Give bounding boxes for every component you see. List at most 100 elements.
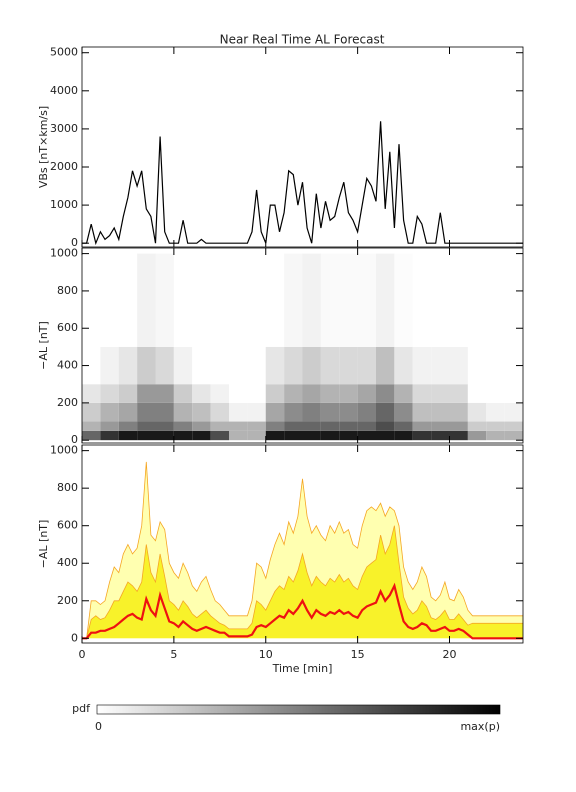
- pdf-cell: [302, 384, 321, 403]
- pdf-cell: [192, 402, 211, 422]
- pdf-cell: [412, 346, 432, 385]
- pdf-cell: [320, 346, 340, 385]
- chart-title: Near Real Time AL Forecast: [220, 33, 385, 47]
- pdf-cell: [265, 430, 285, 441]
- pdf-cell: [82, 346, 101, 385]
- x-tick-label: 15: [351, 648, 365, 661]
- pdf-cell: [155, 402, 174, 422]
- pdf-cell: [431, 421, 450, 431]
- pdf-cell: [100, 430, 119, 441]
- pdf-cell: [449, 384, 468, 403]
- pdf-cell: [118, 384, 138, 403]
- pdf-cell: [357, 384, 376, 403]
- pdf-cell: [357, 253, 376, 347]
- pdf-cell: [192, 430, 211, 441]
- pdf-cell: [284, 384, 303, 403]
- quantile-band: [82, 525, 523, 639]
- y-tick-label: 400: [57, 359, 78, 372]
- y-tick-label: 0: [71, 631, 78, 644]
- pdf-cell: [431, 384, 450, 403]
- pdf-cell: [339, 346, 358, 385]
- pdf-cell: [431, 346, 450, 385]
- pdf-cell: [82, 421, 101, 431]
- pdf-cell: [265, 402, 285, 422]
- pdf-cell: [376, 253, 395, 347]
- pdf-cell: [173, 430, 193, 441]
- pdf-cell: [504, 253, 523, 347]
- pdf-cell: [320, 253, 340, 347]
- y-tick-label: 5000: [50, 46, 78, 59]
- pdf-cell: [155, 346, 174, 385]
- pdf-cell: [376, 346, 395, 385]
- y-tick-label: 2000: [50, 160, 78, 173]
- pdf-cell: [210, 346, 229, 385]
- y-tick-label: 0: [71, 433, 78, 446]
- pdf-cell: [467, 421, 487, 431]
- pdf-cell: [100, 421, 119, 431]
- pdf-cell: [265, 384, 285, 403]
- pdf-cell: [155, 421, 174, 431]
- y-tick-label: 600: [57, 321, 78, 334]
- pdf-cell: [486, 384, 505, 403]
- pdf-cell: [302, 430, 321, 441]
- pdf-cell: [394, 253, 413, 347]
- pdf-cell: [265, 421, 285, 431]
- pdf-cell: [192, 384, 211, 403]
- pdf-cell: [320, 384, 340, 403]
- pdf-cell: [229, 346, 248, 385]
- pdf-cell: [431, 253, 450, 347]
- pdf-cell: [100, 346, 119, 385]
- pdf-cell: [173, 421, 193, 431]
- colorbar: [96, 704, 501, 715]
- pdf-cell: [229, 253, 248, 347]
- pdf-cell: [431, 430, 450, 441]
- pdf-cell: [449, 402, 468, 422]
- pdf-cell: [412, 421, 432, 431]
- pdf-cell: [247, 253, 266, 347]
- pdf-cell: [82, 253, 101, 347]
- pdf-cell: [82, 402, 101, 422]
- quantile-edge: [82, 461, 523, 639]
- pdf-cell: [357, 402, 376, 422]
- pdf-cell: [173, 402, 193, 422]
- pdf-cell: [284, 402, 303, 422]
- pdf-cell: [394, 402, 413, 422]
- pdf-cell: [467, 402, 487, 422]
- plot-frame: [81, 444, 524, 644]
- pdf-cell: [173, 253, 193, 347]
- pdf-cell: [173, 384, 193, 403]
- pdf-cell: [137, 402, 156, 422]
- pdf-cell: [229, 421, 248, 431]
- pdf-cell: [467, 430, 487, 441]
- colorbar-label: pdf: [72, 702, 91, 715]
- y-tick-label: 1000: [50, 444, 78, 457]
- pdf-cell: [118, 346, 138, 385]
- pdf-cell: [339, 402, 358, 422]
- pdf-cell: [284, 346, 303, 385]
- colorbar-min: 0: [95, 720, 102, 733]
- pdf-cell: [229, 430, 248, 441]
- x-tick-label: 0: [79, 648, 86, 661]
- pdf-cell: [339, 384, 358, 403]
- pdf-cell: [302, 421, 321, 431]
- pdf-cell: [504, 430, 523, 441]
- pdf-cell: [100, 253, 119, 347]
- plot-frame: [81, 247, 524, 444]
- y-tick-label: 200: [57, 396, 78, 409]
- y-tick-label: 800: [57, 481, 78, 494]
- x-tick-label: 20: [443, 648, 457, 661]
- pdf-cell: [192, 253, 211, 347]
- pdf-cell: [504, 384, 523, 403]
- pdf-cell: [449, 253, 468, 347]
- pdf-cell: [229, 402, 248, 422]
- pdf-cell: [284, 253, 303, 347]
- pdf-cell: [486, 421, 505, 431]
- pdf-cell: [394, 384, 413, 403]
- plot-frame: [81, 46, 524, 248]
- pdf-cell: [302, 253, 321, 347]
- pdf-cell: [449, 346, 468, 385]
- y-axis-label: −AL [nT]: [37, 520, 50, 569]
- pdf-cell: [210, 402, 229, 422]
- pdf-cell: [302, 402, 321, 422]
- pdf-cell: [504, 421, 523, 431]
